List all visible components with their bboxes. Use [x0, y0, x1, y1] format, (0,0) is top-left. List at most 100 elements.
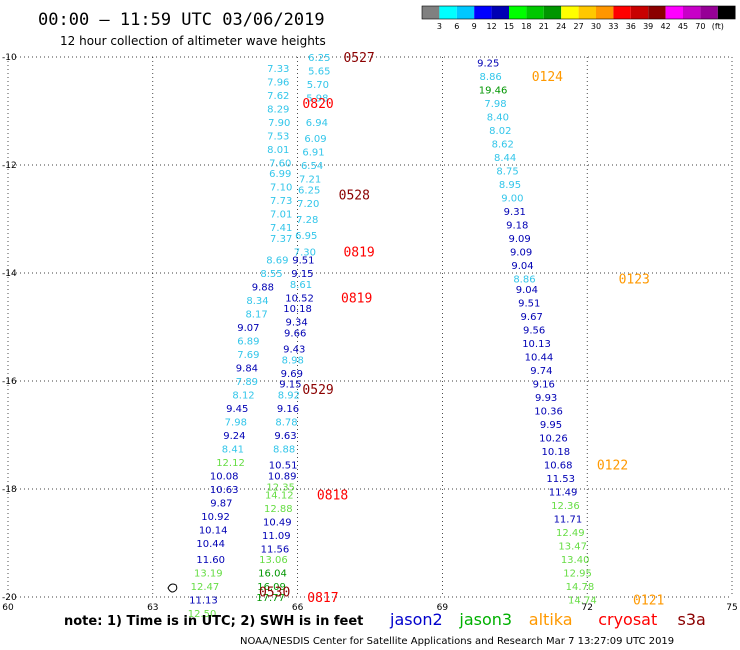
- swh-value: 11.49: [549, 488, 578, 499]
- swh-value: 8.29: [267, 104, 289, 115]
- swh-value: 19.46: [479, 85, 508, 96]
- y-tick-label: -20: [2, 593, 17, 603]
- swh-value: 8.61: [290, 280, 312, 291]
- swh-value: 12.12: [216, 458, 245, 469]
- x-tick-label: 72: [581, 603, 592, 613]
- pass-label: 0527: [343, 51, 374, 66]
- colorbar-swatch: [474, 6, 492, 19]
- swh-value: 10.52: [285, 293, 314, 304]
- footer-text: NOAA/NESDIS Center for Satellite Applica…: [240, 636, 674, 647]
- swh-value: 11.56: [261, 544, 290, 555]
- colorbar-label: 45: [678, 22, 688, 31]
- swh-value: 9.31: [504, 207, 526, 218]
- swh-value: 8.62: [492, 139, 514, 150]
- swh-value: 7.37: [270, 234, 292, 245]
- legend-altika: altika: [529, 610, 573, 629]
- colorbar-swatch: [700, 6, 718, 19]
- y-tick-label: -18: [2, 485, 17, 495]
- chart-subtitle: 12 hour collection of altimeter wave hei…: [60, 34, 326, 48]
- x-tick-label: 75: [726, 603, 737, 613]
- swh-value: 11.53: [546, 474, 575, 485]
- swh-value: 6.91: [302, 148, 324, 159]
- colorbar-label: 27: [574, 22, 584, 31]
- pass-label: 0529: [302, 383, 333, 398]
- pass-label: 0124: [532, 70, 563, 85]
- swh-value: 10.92: [201, 512, 230, 523]
- swh-value: 17.77: [256, 593, 285, 604]
- swh-value: 7.69: [237, 350, 259, 361]
- swh-value: 6.09: [304, 134, 326, 145]
- colorbar-label: 9: [472, 22, 477, 31]
- swh-value: 8.41: [222, 445, 244, 456]
- y-tick-label: -12: [2, 161, 17, 171]
- swh-value: 9.24: [223, 431, 245, 442]
- swh-value: 12.50: [188, 609, 217, 620]
- swh-value: 8.98: [282, 355, 304, 366]
- swh-value: 9.18: [506, 220, 528, 231]
- swh-value: 7.90: [268, 118, 290, 129]
- swh-value: 9.51: [518, 299, 540, 310]
- note-text: note: 1) Time is in UTC; 2) SWH is in fe…: [64, 614, 363, 629]
- pass-label: 0817: [307, 591, 338, 606]
- x-tick-label: 69: [437, 603, 449, 613]
- swh-value: 12.36: [551, 501, 580, 512]
- swh-value: 7.73: [270, 196, 292, 207]
- legend: jason2 jason3 altika cryosat s3a: [389, 610, 706, 629]
- swh-value: 10.14: [199, 526, 228, 537]
- swh-value: 9.74: [530, 366, 552, 377]
- swh-value: 14.74: [568, 596, 597, 607]
- swh-value: 11.60: [196, 555, 225, 566]
- colorbar-swatch: [630, 6, 649, 19]
- swh-value: 8.55: [260, 269, 282, 280]
- swh-value: 9.15: [291, 269, 313, 280]
- swh-value: 9.69: [281, 369, 303, 380]
- colorbar-swatch: [613, 6, 631, 19]
- colorbar-label: 33: [608, 22, 618, 31]
- swh-value: 7.01: [270, 210, 292, 221]
- colorbar-swatch: [456, 6, 475, 19]
- colorbar-label: 24: [556, 22, 566, 31]
- pass-label: 0122: [597, 459, 628, 474]
- colorbar-swatch: [683, 6, 701, 19]
- swh-value: 9.51: [292, 256, 314, 267]
- swh-value: 7.21: [299, 175, 321, 186]
- swh-value: 10.18: [283, 304, 312, 315]
- colorbar-swatch: [543, 6, 562, 19]
- colorbar-label: 18: [521, 22, 531, 31]
- swh-value: 8.75: [496, 166, 518, 177]
- colorbar-swatch: [561, 6, 579, 19]
- swh-value: 11.71: [554, 515, 583, 526]
- swh-value: 9.84: [236, 364, 258, 375]
- swh-value: 9.45: [226, 404, 248, 415]
- swh-value: 9.43: [283, 345, 305, 356]
- colorbar-swatch: [717, 6, 736, 19]
- colorbar-label: 15: [504, 22, 514, 31]
- x-tick-label: 63: [147, 603, 158, 613]
- pass-label: 0820: [302, 97, 333, 112]
- colorbar-swatch: [509, 6, 527, 19]
- swh-value: 9.56: [523, 326, 545, 337]
- swh-value: 10.36: [534, 407, 563, 418]
- swh-value: 9.95: [540, 420, 562, 431]
- swh-value: 10.26: [539, 434, 568, 445]
- legend-jason2: jason2: [389, 610, 443, 629]
- swh-value: 9.25: [477, 58, 499, 69]
- swh-value: 12.47: [191, 582, 220, 593]
- swh-value: 10.63: [210, 485, 239, 496]
- colorbar-swatch: [578, 6, 596, 19]
- swh-value: 10.44: [196, 539, 225, 550]
- swh-value: 6.54: [301, 161, 323, 172]
- y-tick-label: -14: [2, 269, 17, 279]
- swh-value: 8.02: [489, 126, 511, 137]
- colorbar-label: 70: [695, 22, 705, 31]
- swh-value: 10.13: [522, 339, 551, 350]
- swh-value: 8.86: [480, 72, 502, 83]
- swh-value: 7.60: [269, 158, 291, 169]
- swh-value: 7.28: [296, 215, 318, 226]
- swh-value: 6.94: [306, 118, 328, 129]
- swh-value: 9.04: [516, 285, 538, 296]
- swh-value: 13.47: [558, 542, 587, 553]
- pass-label: 0819: [343, 245, 374, 260]
- swh-value: 9.87: [210, 499, 232, 510]
- colorbar-frame: [421, 5, 736, 20]
